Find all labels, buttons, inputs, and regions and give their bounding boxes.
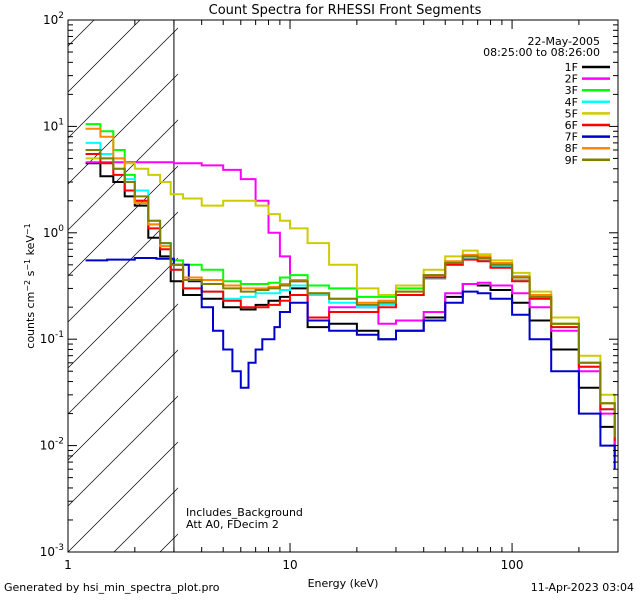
series-group — [85, 123, 616, 470]
legend-label-2F: 2F — [565, 73, 578, 86]
x-tick-label: 1 — [64, 558, 72, 572]
y-tick-label: 102 — [43, 11, 64, 27]
hatch-line — [0, 0, 116, 552]
y-tick-label: 100 — [43, 224, 64, 240]
legend-label-1F: 1F — [565, 61, 578, 74]
hatch-line — [344, 0, 640, 552]
annotation-background: Includes_Background — [186, 506, 303, 519]
hatch-line — [68, 211, 178, 323]
hatch-line — [436, 0, 640, 552]
hatch-line — [298, 0, 640, 552]
hatch-line — [68, 165, 178, 277]
series-line-9F — [85, 149, 616, 438]
y-axis-label: counts cm−2 s−1 keV−1 — [23, 223, 37, 348]
hatch-line — [68, 349, 178, 461]
y-tick-label: 10-1 — [40, 330, 64, 346]
legend-label-6F: 6F — [565, 119, 578, 132]
x-axis-label: Energy (keV) — [308, 577, 379, 590]
series-line-5F — [85, 157, 616, 427]
x-tick-label: 100 — [501, 558, 524, 572]
hatch-line — [68, 20, 141, 93]
hatch-line — [68, 303, 178, 415]
series-line-1F — [85, 162, 616, 456]
plot-frame — [67, 19, 619, 553]
chart-title: Count Spectra for RHESSI Front Segments — [209, 3, 482, 18]
x-tick-label: 10 — [282, 558, 297, 572]
hatched-region — [0, 0, 640, 552]
legend-label-3F: 3F — [565, 84, 578, 97]
footer-generated-by: Generated by hsi_min_spectra_plot.pro — [4, 581, 220, 594]
legend-label-7F: 7F — [565, 131, 578, 144]
time-range-label: 08:25:00 to 08:26:00 — [483, 46, 600, 59]
series-line-2F — [85, 161, 616, 446]
y-tick-label: 101 — [43, 117, 64, 133]
footer-timestamp: 11-Apr-2023 03:04 — [530, 581, 634, 594]
hatch-line — [68, 395, 178, 507]
date-label: 22-May-2005 — [528, 35, 600, 48]
series-line-7F — [85, 257, 616, 470]
series-line-8F — [85, 127, 616, 438]
hatch-line — [68, 73, 178, 185]
axis-ticks: 10-3 10-2 10-1 100 101 102 1 10 100 — [40, 11, 619, 572]
annotation-attenuator: Att A0, FDecim 2 — [186, 518, 279, 531]
legend-label-9F: 9F — [565, 154, 578, 167]
series-line-6F — [85, 153, 616, 442]
legend-label-8F: 8F — [565, 142, 578, 155]
hatch-line — [620, 0, 640, 552]
series-line-3F — [85, 123, 616, 438]
hatch-line — [528, 0, 640, 552]
y-tick-label: 10-3 — [40, 543, 64, 559]
hatch-line — [68, 441, 178, 552]
legend-label-5F: 5F — [565, 107, 578, 120]
y-tick-label: 10-2 — [40, 437, 64, 453]
legend-label-4F: 4F — [565, 96, 578, 109]
hatch-line — [68, 27, 178, 139]
hatch-line — [574, 0, 640, 552]
hatch-line — [113, 487, 178, 552]
